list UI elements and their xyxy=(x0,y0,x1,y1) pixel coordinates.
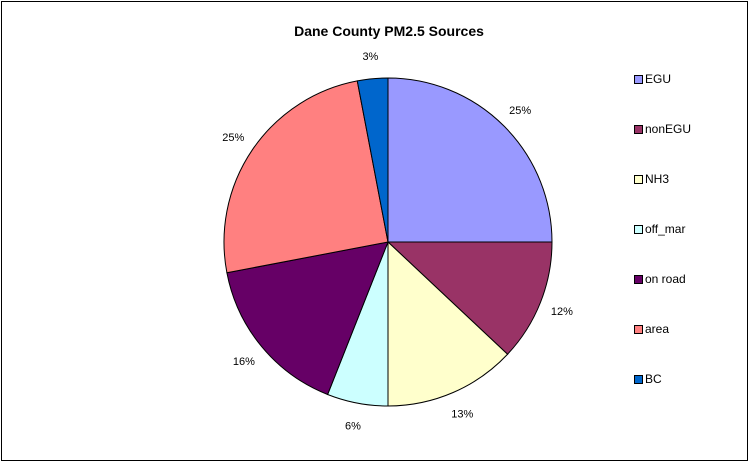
legend-swatch-egu xyxy=(634,75,643,84)
legend-label-area: area xyxy=(645,322,670,336)
pie-slice-egu xyxy=(387,77,553,243)
pie-slice-area xyxy=(223,80,389,274)
pie-slice-nh3 xyxy=(387,240,509,407)
legend-swatch-nh3 xyxy=(634,175,643,184)
slice-label-nonegu: 12% xyxy=(551,306,573,318)
pie-slice-bc xyxy=(356,77,389,243)
legend-label-on-road: on road xyxy=(645,272,686,286)
legend-label-bc: BC xyxy=(645,372,662,386)
legend-swatch-area xyxy=(634,325,643,334)
legend-label-egu: EGU xyxy=(645,72,672,86)
legend-label-off-mar: off_mar xyxy=(645,222,686,236)
chart-title: Dane County PM2.5 Sources xyxy=(294,23,484,39)
legend-swatch-bc xyxy=(634,375,643,384)
legend-swatch-nonegu xyxy=(634,125,643,134)
legend-swatch-on-road xyxy=(634,275,643,284)
slice-label-egu: 25% xyxy=(509,105,531,117)
pie-slice-nonegu xyxy=(386,241,553,355)
slice-label-area: 25% xyxy=(222,132,244,144)
slice-label-on-road: 16% xyxy=(233,356,255,368)
legend-label-nh3: NH3 xyxy=(645,172,670,186)
pie-slice-on-road xyxy=(226,241,389,396)
slice-label-bc: 3% xyxy=(362,51,378,63)
slice-label-off-mar: 6% xyxy=(345,421,361,433)
legend-swatch-off-mar xyxy=(634,225,643,234)
slice-label-nh3: 13% xyxy=(451,409,473,421)
legend-label-nonegu: nonEGU xyxy=(645,122,692,136)
